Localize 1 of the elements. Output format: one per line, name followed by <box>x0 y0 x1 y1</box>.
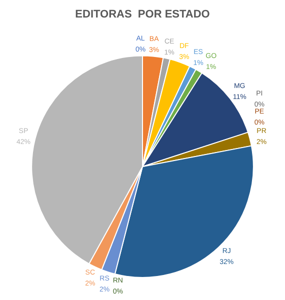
chart-title: EDITORAS POR ESTADO <box>75 8 210 21</box>
